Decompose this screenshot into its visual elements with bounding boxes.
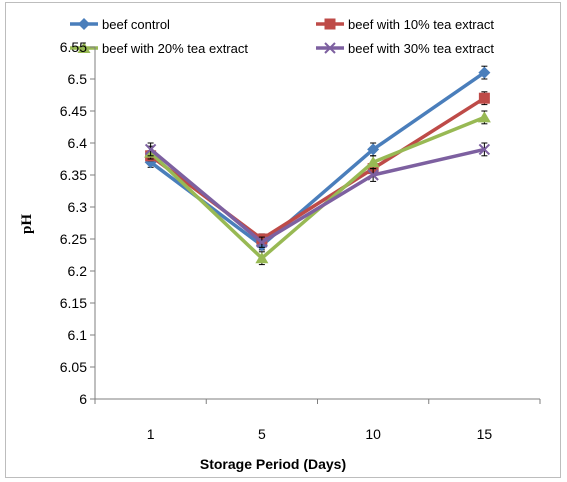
y-tick-label: 6.25 [60, 231, 87, 247]
legend-label: beef with 20% tea extract [102, 41, 248, 56]
y-tick-label: 6.45 [60, 103, 87, 119]
y-axis-label: pH [19, 214, 35, 234]
x-marker-stroke [144, 143, 157, 156]
square-marker [478, 92, 490, 104]
legend-item: beef with 20% tea extract [70, 41, 248, 56]
x-marker-stroke [367, 169, 379, 181]
y-tick-label: 6.5 [68, 71, 88, 87]
y-tick-label: 6.35 [60, 167, 87, 183]
x-marker-stroke [324, 42, 336, 54]
legend: beef control beef with 10% tea extract bee… [70, 17, 494, 56]
diamond-marker [78, 18, 90, 30]
triangle-marker [366, 156, 380, 168]
axes: 6 6.05 6.1 6.15 6.2 6.25 6.3 6.35 6.4 6.45 6.5 6.55… [60, 39, 541, 442]
diamond-marker [478, 66, 491, 79]
x-marker-stroke [478, 143, 491, 156]
y-tick-label: 6.2 [68, 263, 88, 279]
chart-frame [5, 2, 561, 478]
triangle-marker [77, 42, 91, 53]
legend-label: beef control [102, 17, 170, 32]
y-tick-label: 6.15 [60, 295, 87, 311]
y-tick-label: 6.05 [60, 359, 87, 375]
series-4 [144, 142, 491, 248]
x-axis-label: Storage Period (Days) [200, 456, 346, 472]
y-tick-label: 6.1 [68, 327, 88, 343]
legend-label: beef with 30% tea extract [348, 41, 494, 56]
series-line [149, 115, 486, 260]
legend-item: beef control [70, 17, 170, 32]
x-tick-label: 1 [147, 426, 155, 442]
y-tick-label: 6.3 [68, 199, 88, 215]
legend-item: beef with 30% tea extract [316, 41, 494, 56]
y-tick-label: 6.55 [60, 39, 87, 55]
x-tick-label: 10 [365, 426, 381, 442]
x-tick-label: 15 [477, 426, 493, 442]
y-tick-label: 6 [79, 391, 87, 407]
legend-label: beef with 10% tea extract [348, 17, 494, 32]
y-tick-label: 6.4 [68, 135, 88, 151]
series-line [149, 71, 486, 248]
legend-item: beef with 10% tea extract [316, 17, 494, 32]
series-line [149, 147, 485, 244]
x-marker-stroke [256, 236, 268, 248]
diamond-marker [367, 143, 380, 156]
series-line [149, 96, 486, 241]
series-2 [145, 91, 490, 245]
triangle-marker [255, 252, 269, 264]
square-marker [324, 18, 336, 30]
x-tick-label: 5 [258, 426, 266, 442]
triangle-marker [477, 111, 491, 123]
series-layer [144, 65, 491, 266]
